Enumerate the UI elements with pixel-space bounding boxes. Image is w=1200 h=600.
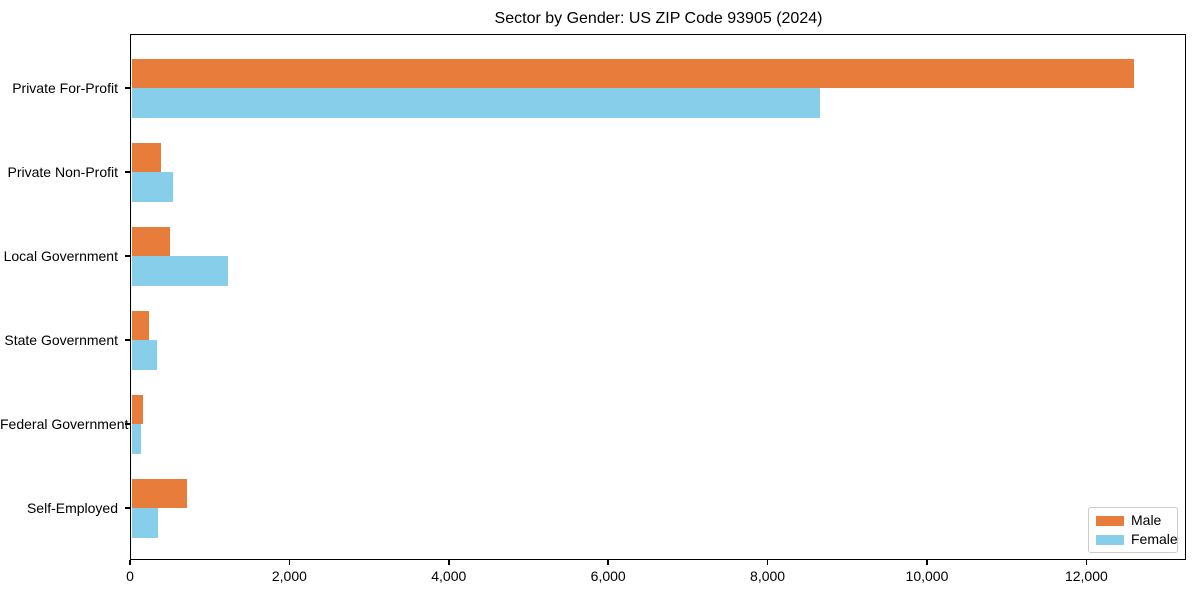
bar-male-2: [131, 142, 162, 172]
legend-item-male: Male: [1096, 513, 1170, 528]
bar-male-6: [131, 478, 188, 508]
y-tick-label: Private For-Profit: [12, 80, 118, 96]
y-tick-label: Local Government: [3, 248, 118, 264]
bar-female-1: [131, 88, 821, 118]
x-tick-label: 0: [126, 568, 134, 584]
x-tick-label: 8,000: [750, 568, 786, 584]
x-tick-mark: [607, 560, 609, 565]
chart-title: Sector by Gender: US ZIP Code 93905 (202…: [494, 10, 823, 27]
legend-swatch-male: [1096, 515, 1124, 526]
x-tick-label: 6,000: [590, 568, 626, 584]
y-tick-label: Self-Employed: [26, 500, 118, 516]
legend-item-female: Female: [1096, 532, 1178, 547]
bar-male-5: [131, 394, 144, 424]
bar-male-1: [131, 58, 1135, 88]
legend-label-female: Female: [1131, 531, 1178, 547]
x-tick-label: 12,000: [1064, 568, 1108, 584]
bar-female-3: [131, 256, 228, 286]
x-tick-mark: [926, 560, 928, 565]
bar-female-2: [131, 172, 174, 202]
bar-female-5: [131, 424, 142, 454]
y-tick-mark: [125, 507, 130, 509]
x-tick-mark: [288, 560, 291, 565]
y-tick-label: State Government: [4, 332, 118, 348]
y-tick-label: Private Non-Profit: [7, 164, 118, 180]
x-tick-label: 2,000: [271, 568, 307, 584]
x-tick-label: 10,000: [905, 568, 949, 584]
y-tick-mark: [125, 423, 130, 425]
bar-male-4: [131, 310, 150, 340]
x-tick-mark: [129, 560, 131, 565]
y-tick-mark: [125, 255, 130, 257]
x-tick-mark: [1085, 560, 1088, 565]
x-tick-label: 4,000: [431, 568, 467, 584]
x-tick-mark: [766, 560, 769, 565]
y-tick-mark: [125, 339, 130, 341]
bar-female-4: [131, 340, 157, 370]
x-tick-mark: [448, 560, 450, 565]
legend-label-male: Male: [1131, 512, 1162, 528]
bar-female-6: [131, 508, 159, 538]
bar-male-3: [131, 226, 170, 256]
plot-area: [130, 34, 1186, 560]
y-tick-label: Federal Government: [0, 416, 129, 432]
legend-swatch-female: [1096, 534, 1124, 545]
y-tick-mark: [125, 87, 130, 89]
y-tick-mark: [125, 171, 130, 173]
legend: Male Female: [1088, 507, 1178, 553]
